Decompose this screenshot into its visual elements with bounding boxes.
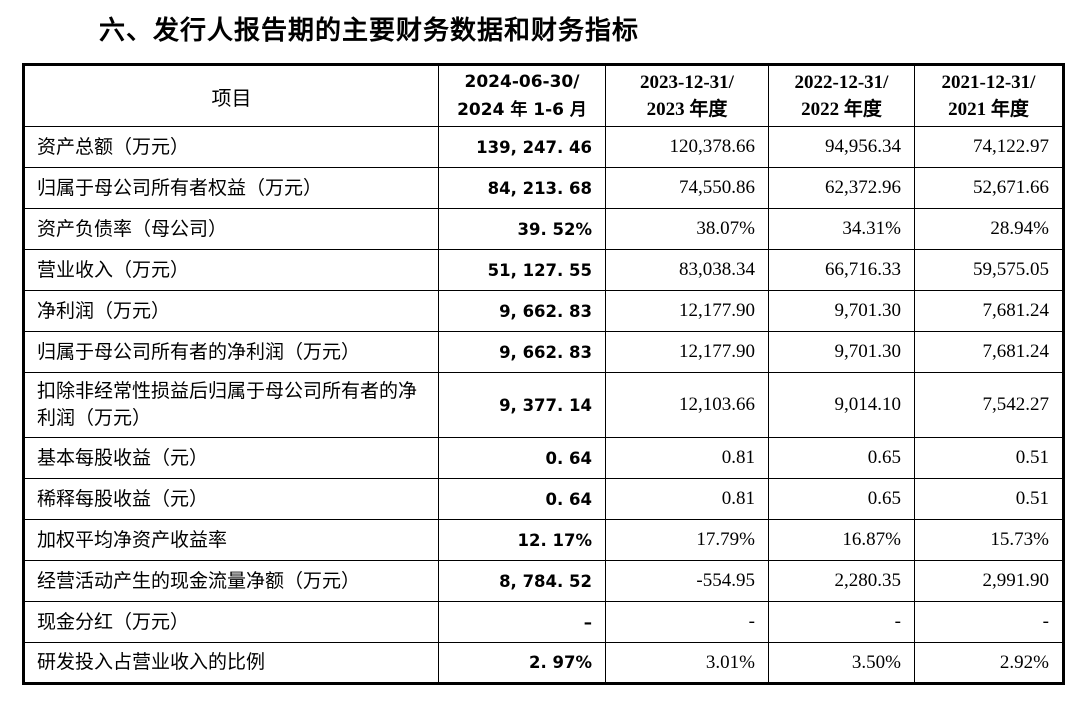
column-header-period-2023: 2023-12-31/ 2023 年度 — [605, 64, 769, 127]
section-title: 六、发行人报告期的主要财务数据和财务指标 — [99, 15, 640, 45]
row-item-label: 资产总额（万元） — [23, 126, 439, 168]
row-item-label: 扣除非经常性损益后归属于母公司所有者的净利润（万元） — [23, 372, 439, 438]
value-2024-h1: 9, 377. 14 — [438, 372, 606, 438]
value-2021: 2.92% — [914, 642, 1064, 684]
value-2023: -554.95 — [605, 560, 769, 602]
table-row: 研发投入占营业收入的比例 2. 97% 3.01% 3.50% 2.92% — [23, 642, 1064, 684]
value-2023: 0.81 — [605, 478, 769, 520]
period-2021-line1: 2021-12-31/ — [941, 72, 1036, 93]
value-2021: 28.94% — [914, 208, 1064, 250]
table-row: 资产负债率（母公司） 39. 52% 38.07% 34.31% 28.94% — [23, 208, 1064, 250]
row-item-label: 归属于母公司所有者权益（万元） — [23, 167, 439, 209]
value-2024-h1: 8, 784. 52 — [438, 560, 606, 602]
value-2022: 0.65 — [768, 478, 915, 520]
value-2021: 0.51 — [914, 478, 1064, 520]
value-2022: 62,372.96 — [768, 167, 915, 209]
row-item-label: 基本每股收益（元） — [23, 437, 439, 479]
value-2024-h1: 12. 17% — [438, 519, 606, 561]
value-2021: 0.51 — [914, 437, 1064, 479]
period-2023-line2: 2023 年度 — [646, 99, 728, 120]
period-2023-line1: 2023-12-31/ — [640, 72, 734, 93]
period-2021-line2: 2021 年度 — [948, 99, 1029, 120]
value-2024-h1: 0. 64 — [438, 478, 606, 520]
value-2022: 2,280.35 — [768, 560, 915, 602]
value-2023: 12,103.66 — [605, 372, 769, 438]
value-2022: 9,014.10 — [768, 372, 915, 438]
value-2022: 3.50% — [768, 642, 915, 684]
row-item-label: 资产负债率（母公司） — [23, 208, 439, 250]
value-2023: 83,038.34 — [605, 249, 769, 291]
value-2022: 9,701.30 — [768, 331, 915, 373]
period-2024-line1: 2024-06-30/ — [464, 72, 580, 92]
value-2021: 59,575.05 — [914, 249, 1064, 291]
value-2021: 2,991.90 — [914, 560, 1064, 602]
value-2024-h1: 2. 97% — [438, 642, 606, 684]
table-row: 基本每股收益（元） 0. 64 0.81 0.65 0.51 — [23, 437, 1064, 479]
table-header-row: 项目 2024-06-30/ 2024 年 1-6 月 2023-12-31/ … — [23, 64, 1064, 127]
table-row: 净利润（万元） 9, 662. 83 12,177.90 9,701.30 7,681.… — [23, 290, 1064, 332]
table-row: 归属于母公司所有者的净利润（万元） 9, 662. 83 12,177.90 9,70… — [23, 331, 1064, 373]
value-2024-h1: 51, 127. 55 — [438, 249, 606, 291]
value-2021: 52,671.66 — [914, 167, 1064, 209]
value-2023: 17.79% — [605, 519, 769, 561]
value-2023: 12,177.90 — [605, 331, 769, 373]
table-row: 加权平均净资产收益率 12. 17% 17.79% 16.87% 15.73% — [23, 519, 1064, 561]
value-2024-h1: – — [438, 601, 606, 643]
period-2022-line1: 2022-12-31/ — [794, 72, 889, 93]
column-header-period-2021: 2021-12-31/ 2021 年度 — [914, 64, 1064, 127]
value-2023: 3.01% — [605, 642, 769, 684]
table-row: 现金分红（万元） – - - - — [23, 601, 1064, 643]
value-2022: 66,716.33 — [768, 249, 915, 291]
value-2024-h1: 39. 52% — [438, 208, 606, 250]
value-2022: 16.87% — [768, 519, 915, 561]
financial-indicators-table: 项目 2024-06-30/ 2024 年 1-6 月 2023-12-31/ … — [22, 63, 1065, 685]
row-item-label: 研发投入占营业收入的比例 — [23, 642, 439, 684]
table-row: 归属于母公司所有者权益（万元） 84, 213. 68 74,550.86 62,37… — [23, 167, 1064, 209]
row-item-label: 现金分红（万元） — [23, 601, 439, 643]
value-2021: 7,681.24 — [914, 331, 1064, 373]
value-2024-h1: 9, 662. 83 — [438, 331, 606, 373]
column-header-item: 项目 — [23, 64, 439, 127]
value-2023: - — [605, 601, 769, 643]
value-2022: 34.31% — [768, 208, 915, 250]
row-item-label: 归属于母公司所有者的净利润（万元） — [23, 331, 439, 373]
row-item-label: 经营活动产生的现金流量净额（万元） — [23, 560, 439, 602]
table-row: 扣除非经常性损益后归属于母公司所有者的净利润（万元） 9, 377. 14 12,1… — [23, 372, 1064, 438]
row-item-label: 加权平均净资产收益率 — [23, 519, 439, 561]
value-2021: 74,122.97 — [914, 126, 1064, 168]
value-2021: 7,681.24 — [914, 290, 1064, 332]
column-header-period-2022: 2022-12-31/ 2022 年度 — [768, 64, 915, 127]
value-2023: 0.81 — [605, 437, 769, 479]
value-2021: 15.73% — [914, 519, 1064, 561]
value-2022: 0.65 — [768, 437, 915, 479]
table-row: 资产总额（万元） 139, 247. 46 120,378.66 94,956.34 7… — [23, 126, 1064, 168]
value-2023: 74,550.86 — [605, 167, 769, 209]
value-2022: - — [768, 601, 915, 643]
table-row: 营业收入（万元） 51, 127. 55 83,038.34 66,716.33 59,… — [23, 249, 1064, 291]
period-2024-line2: 2024 年 1-6 月 — [457, 100, 587, 120]
value-2021: 7,542.27 — [914, 372, 1064, 438]
value-2024-h1: 84, 213. 68 — [438, 167, 606, 209]
value-2022: 94,956.34 — [768, 126, 915, 168]
row-item-label: 净利润（万元） — [23, 290, 439, 332]
value-2021: - — [914, 601, 1064, 643]
value-2023: 120,378.66 — [605, 126, 769, 168]
value-2024-h1: 0. 64 — [438, 437, 606, 479]
column-header-period-2024: 2024-06-30/ 2024 年 1-6 月 — [438, 64, 606, 127]
period-2022-line2: 2022 年度 — [801, 99, 882, 120]
value-2023: 38.07% — [605, 208, 769, 250]
value-2023: 12,177.90 — [605, 290, 769, 332]
table-row: 经营活动产生的现金流量净额（万元） 8, 784. 52 -554.95 2,280.… — [23, 560, 1064, 602]
value-2022: 9,701.30 — [768, 290, 915, 332]
row-item-label: 营业收入（万元） — [23, 249, 439, 291]
value-2024-h1: 139, 247. 46 — [438, 126, 606, 168]
row-item-label: 稀释每股收益（元） — [23, 478, 439, 520]
value-2024-h1: 9, 662. 83 — [438, 290, 606, 332]
table-row: 稀释每股收益（元） 0. 64 0.81 0.65 0.51 — [23, 478, 1064, 520]
